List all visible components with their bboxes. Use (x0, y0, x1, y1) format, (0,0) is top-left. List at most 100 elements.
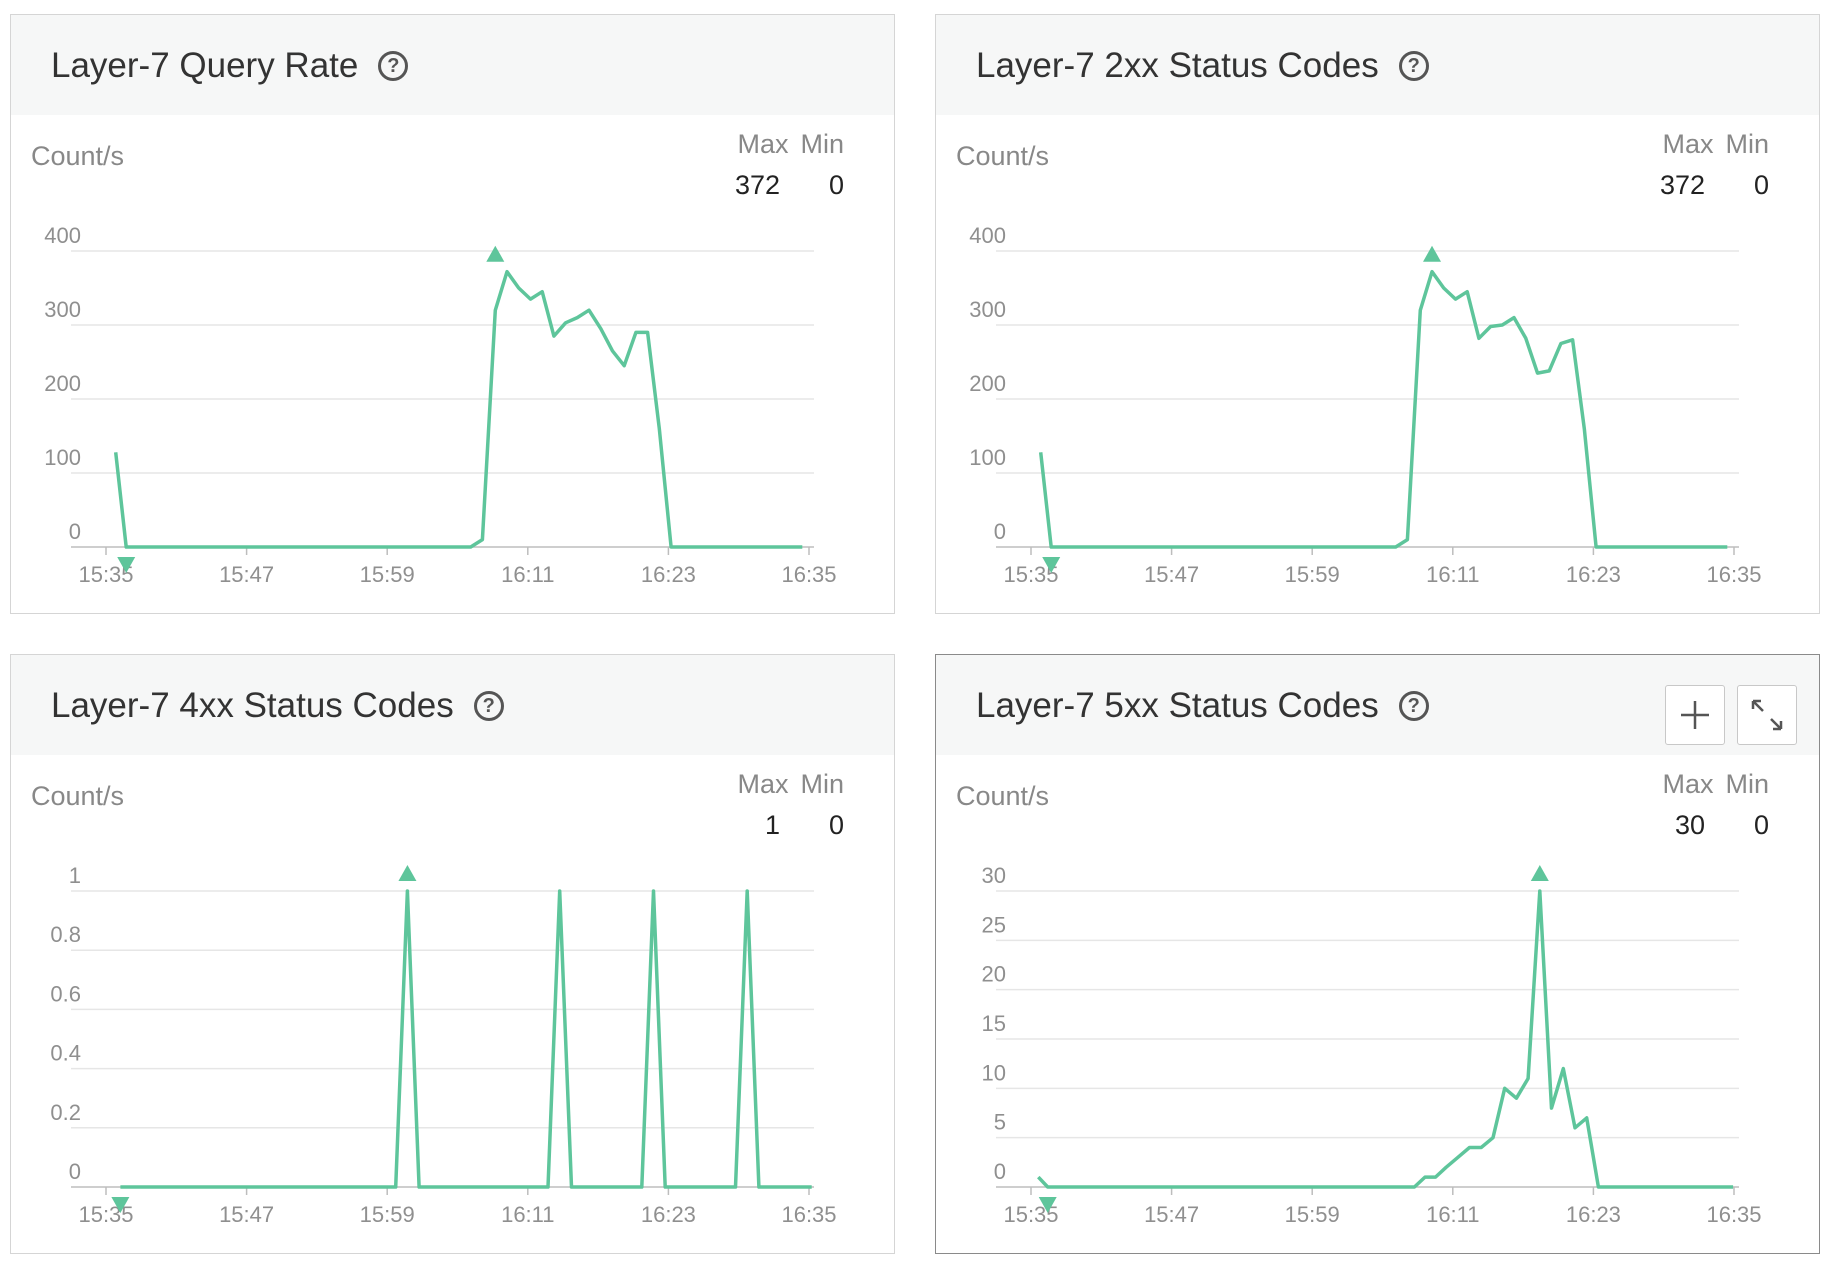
x-tick-label: 15:47 (1144, 1202, 1199, 1227)
min-label: Min (1725, 769, 1769, 799)
y-tick-label: 300 (969, 297, 1006, 322)
max-value: 1 (764, 810, 780, 840)
y-tick-label: 25 (982, 912, 1006, 937)
min-value: 0 (1753, 810, 1769, 840)
x-tick-label: 16:23 (641, 562, 696, 587)
panel-title-text: Layer-7 5xx Status Codes (976, 686, 1379, 725)
panel-title: Layer-7 5xx Status Codes? (976, 686, 1429, 726)
fullscreen-button[interactable] (1737, 685, 1797, 745)
x-tick-label: 16:11 (501, 562, 554, 587)
max-min-stats: Max Min 372 0 (1660, 129, 1769, 201)
series-line (113, 269, 803, 549)
y-tick-label: 400 (44, 223, 81, 248)
chart-panel-query-rate: Layer-7 Query Rate? Count/s Max Min 372 0 0 100… (10, 14, 895, 614)
x-tick-label: 15:47 (219, 1202, 274, 1227)
max-min-stats: Max Min 372 0 (735, 129, 844, 201)
panel-header: Layer-7 5xx Status Codes? (936, 655, 1819, 755)
y-tick-label: 15 (982, 1011, 1006, 1036)
series-line (1038, 269, 1728, 549)
max-marker (486, 245, 505, 262)
y-tick-label: 100 (969, 445, 1006, 470)
max-label: Max (737, 129, 789, 159)
x-tick-label: 16:35 (781, 1202, 836, 1227)
plus-icon (1681, 701, 1709, 729)
add-button[interactable] (1665, 685, 1725, 745)
min-value: 0 (828, 170, 844, 200)
min-label: Min (800, 129, 844, 159)
max-marker (1423, 245, 1442, 262)
min-value: 0 (1753, 170, 1769, 200)
max-value: 372 (1659, 170, 1705, 200)
help-icon[interactable]: ? (378, 51, 409, 81)
y-tick-label: 0 (69, 519, 81, 544)
panel-title-text: Layer-7 4xx Status Codes (51, 686, 454, 725)
y-tick-label: 1 (69, 863, 81, 888)
y-tick-label: 5 (994, 1110, 1006, 1135)
panel-header: Layer-7 2xx Status Codes? (936, 15, 1819, 115)
y-tick-label: 200 (44, 371, 81, 396)
x-tick-label: 16:11 (1426, 1202, 1479, 1227)
panel-title-text: Layer-7 2xx Status Codes (976, 46, 1379, 85)
min-value: 0 (828, 810, 844, 840)
max-label: Max (1662, 769, 1714, 799)
y-tick-label: 0 (69, 1159, 81, 1184)
y-tick-label: 0.6 (50, 981, 81, 1006)
line-chart: 0 0.2 0.4 0.6 0.8 1 15:35 15:47 15:59 16:11 16:23 1… (50, 863, 836, 1227)
x-tick-label: 15:47 (1144, 562, 1199, 587)
x-tick-label: 16:35 (1706, 1202, 1761, 1227)
panel-title: Layer-7 Query Rate? (51, 46, 409, 86)
unit-label: Count/s (31, 781, 125, 811)
panel-header: Layer-7 Query Rate? (11, 15, 894, 115)
min-marker (1042, 557, 1061, 573)
unit-label: Count/s (956, 781, 1050, 811)
x-tick-label: 15:59 (1285, 562, 1340, 587)
y-tick-label: 0 (994, 519, 1006, 544)
min-label: Min (1725, 129, 1769, 159)
x-tick-label: 16:35 (1706, 562, 1761, 587)
min-marker (1038, 1197, 1057, 1213)
help-icon[interactable]: ? (1398, 691, 1429, 721)
max-marker (398, 865, 417, 881)
panel-title: Layer-7 2xx Status Codes? (976, 46, 1429, 86)
series-line (1037, 889, 1734, 1189)
min-marker (111, 1197, 130, 1213)
min-label: Min (800, 769, 844, 799)
y-tick-label: 0.4 (50, 1041, 81, 1066)
expand-icon (1751, 699, 1783, 731)
unit-label: Count/s (31, 141, 125, 171)
max-value: 30 (1674, 810, 1705, 840)
y-tick-label: 20 (982, 962, 1006, 987)
chart-panel-5xx: Layer-7 5xx Status Codes? Count/s Max Min 30… (935, 654, 1820, 1254)
panel-title-text: Layer-7 Query Rate (51, 46, 359, 85)
x-tick-label: 16:11 (1426, 562, 1479, 587)
y-tick-label: 30 (982, 863, 1006, 888)
unit-label: Count/s (956, 141, 1050, 171)
x-tick-label: 15:59 (1285, 1202, 1340, 1227)
help-icon[interactable]: ? (1398, 51, 1429, 81)
max-min-stats: Max Min 1 0 (737, 769, 844, 841)
max-label: Max (737, 769, 789, 799)
x-tick-label: 16:23 (1566, 1202, 1621, 1227)
x-tick-label: 16:23 (1566, 562, 1621, 587)
y-tick-label: 200 (969, 371, 1006, 396)
x-tick-label: 16:11 (501, 1202, 554, 1227)
x-tick-label: 15:35 (78, 1202, 133, 1227)
panel-tools (1665, 685, 1797, 745)
help-icon[interactable]: ? (473, 691, 504, 721)
max-min-stats: Max Min 30 0 (1662, 769, 1769, 841)
series-line (120, 889, 812, 1189)
y-tick-label: 0.8 (50, 922, 81, 947)
max-label: Max (1662, 129, 1714, 159)
x-tick-label: 16:23 (641, 1202, 696, 1227)
chart-panel-4xx: Layer-7 4xx Status Codes? Count/s Max Min 1 0… (10, 654, 895, 1254)
y-tick-label: 400 (969, 223, 1006, 248)
x-tick-label: 15:59 (360, 1202, 415, 1227)
y-tick-label: 300 (44, 297, 81, 322)
y-tick-label: 100 (44, 445, 81, 470)
y-tick-label: 0 (994, 1159, 1006, 1184)
x-tick-label: 16:35 (781, 562, 836, 587)
x-tick-label: 15:47 (219, 562, 274, 587)
chart-panel-2xx: Layer-7 2xx Status Codes? Count/s Max Min 37… (935, 14, 1820, 614)
